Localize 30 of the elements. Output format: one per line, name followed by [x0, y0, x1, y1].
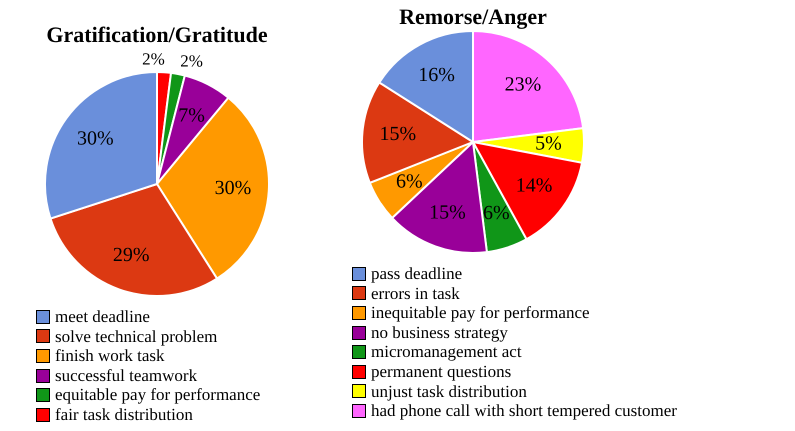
chart-title: Gratification/Gratitude: [45, 22, 269, 48]
data-label: 15%: [380, 123, 416, 146]
legend-label: solve technical problem: [55, 326, 218, 346]
legend-label: micromanagement act: [371, 342, 522, 362]
data-label: 29%: [112, 244, 150, 266]
legend-label: finish work task: [55, 346, 165, 366]
data-label: 2%: [180, 52, 203, 71]
data-label: 6%: [396, 170, 423, 193]
data-label: 30%: [77, 127, 114, 150]
legend-label: equitable pay for performance: [55, 385, 260, 405]
data-label: 2%: [142, 50, 165, 69]
legend-label: fair task distribution: [55, 404, 193, 425]
data-label: 30%: [214, 177, 252, 200]
data-label: 6%: [482, 202, 510, 224]
legend-label: successful teamwork: [55, 366, 198, 386]
data-label: 7%: [178, 104, 205, 126]
legend-label: unjust task distribution: [371, 382, 527, 402]
data-label: 15%: [429, 201, 466, 224]
data-label: 5%: [535, 132, 562, 155]
data-label: 14%: [516, 174, 552, 197]
legend-label: no business strategy: [371, 322, 508, 342]
legend-label: errors in task: [371, 284, 460, 304]
chart-title: Remorse/Anger: [398, 4, 548, 30]
legend-label: inequitable pay for performance: [371, 303, 590, 323]
data-label: 16%: [418, 64, 455, 86]
legend-label: permanent questions: [371, 362, 512, 382]
data-label: 23%: [504, 74, 542, 96]
legend-label: pass deadline: [371, 264, 462, 284]
legend-label: had phone call with short tempered customer: [371, 401, 677, 421]
legend-label: meet deadline: [55, 307, 150, 327]
